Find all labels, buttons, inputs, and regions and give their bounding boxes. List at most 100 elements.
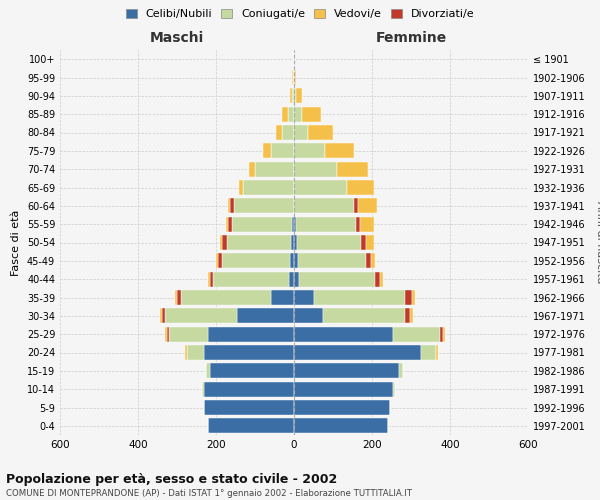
Bar [210,272,213,286]
Bar [232,216,292,232]
Bar [228,216,232,232]
Bar [271,144,294,158]
Bar [361,235,366,250]
Legend: Celibi/Nubili, Coniugati/e, Vedovi/e, Divorziati/e: Celibi/Nubili, Coniugati/e, Vedovi/e, Di… [122,6,478,22]
Bar [255,162,294,176]
Bar [294,418,388,434]
Bar [295,70,296,85]
Bar [213,272,289,286]
Bar [181,290,271,305]
Bar [360,216,374,232]
Bar [175,290,177,305]
Bar [290,254,294,268]
Bar [283,125,294,140]
Bar [233,198,294,214]
Bar [165,308,238,324]
Bar [296,216,356,232]
Bar [210,364,294,378]
Bar [202,382,204,396]
Bar [238,308,294,324]
Bar [366,254,371,268]
Bar [323,308,405,324]
Bar [314,290,405,305]
Bar [405,308,410,324]
Bar [169,326,208,342]
Bar [410,308,413,324]
Bar [412,290,415,305]
Bar [206,364,210,378]
Bar [204,400,294,415]
Text: Femmine: Femmine [376,30,446,44]
Bar [294,326,394,342]
Bar [294,254,298,268]
Bar [294,216,296,232]
Bar [380,272,383,286]
Bar [443,326,445,342]
Bar [208,326,294,342]
Bar [167,326,169,342]
Bar [230,198,233,214]
Bar [218,254,222,268]
Bar [185,345,187,360]
Bar [405,290,412,305]
Bar [216,254,218,268]
Bar [229,198,230,214]
Bar [355,198,358,214]
Bar [204,382,294,396]
Bar [356,216,360,232]
Bar [371,254,375,268]
Bar [358,198,377,214]
Bar [227,235,291,250]
Bar [291,235,294,250]
Bar [208,418,294,434]
Bar [292,70,293,85]
Bar [222,254,290,268]
Bar [249,162,255,176]
Bar [282,106,288,122]
Y-axis label: Fasce di età: Fasce di età [11,210,21,276]
Bar [394,326,440,342]
Bar [293,70,294,85]
Bar [325,144,355,158]
Bar [226,216,228,232]
Bar [292,216,294,232]
Bar [263,144,271,158]
Bar [244,180,294,195]
Bar [400,364,403,378]
Bar [294,400,389,415]
Bar [294,88,296,104]
Bar [294,308,323,324]
Bar [294,144,325,158]
Bar [289,272,294,286]
Bar [187,345,204,360]
Bar [162,308,165,324]
Bar [220,235,222,250]
Bar [294,162,337,176]
Bar [271,290,294,305]
Bar [294,235,297,250]
Bar [421,345,436,360]
Bar [299,272,375,286]
Bar [294,125,308,140]
Bar [177,290,181,305]
Bar [208,272,210,286]
Bar [294,290,314,305]
Bar [294,382,394,396]
Bar [294,272,299,286]
Bar [292,88,294,104]
Bar [294,364,400,378]
Bar [294,70,295,85]
Bar [366,235,374,250]
Text: COMUNE DI MONTEPRANDONE (AP) - Dati ISTAT 1° gennaio 2002 - Elaborazione TUTTITA: COMUNE DI MONTEPRANDONE (AP) - Dati ISTA… [6,489,412,498]
Bar [347,180,374,195]
Text: Maschi: Maschi [150,30,204,44]
Bar [308,125,333,140]
Bar [294,345,421,360]
Bar [277,125,283,140]
Bar [294,180,347,195]
Y-axis label: Anni di nascita: Anni di nascita [595,201,600,284]
Bar [294,106,302,122]
Bar [436,345,438,360]
Bar [294,198,355,214]
Bar [296,88,302,104]
